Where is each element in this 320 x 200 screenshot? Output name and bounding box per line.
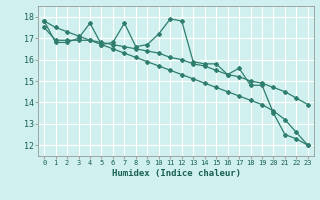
X-axis label: Humidex (Indice chaleur): Humidex (Indice chaleur) [111, 169, 241, 178]
